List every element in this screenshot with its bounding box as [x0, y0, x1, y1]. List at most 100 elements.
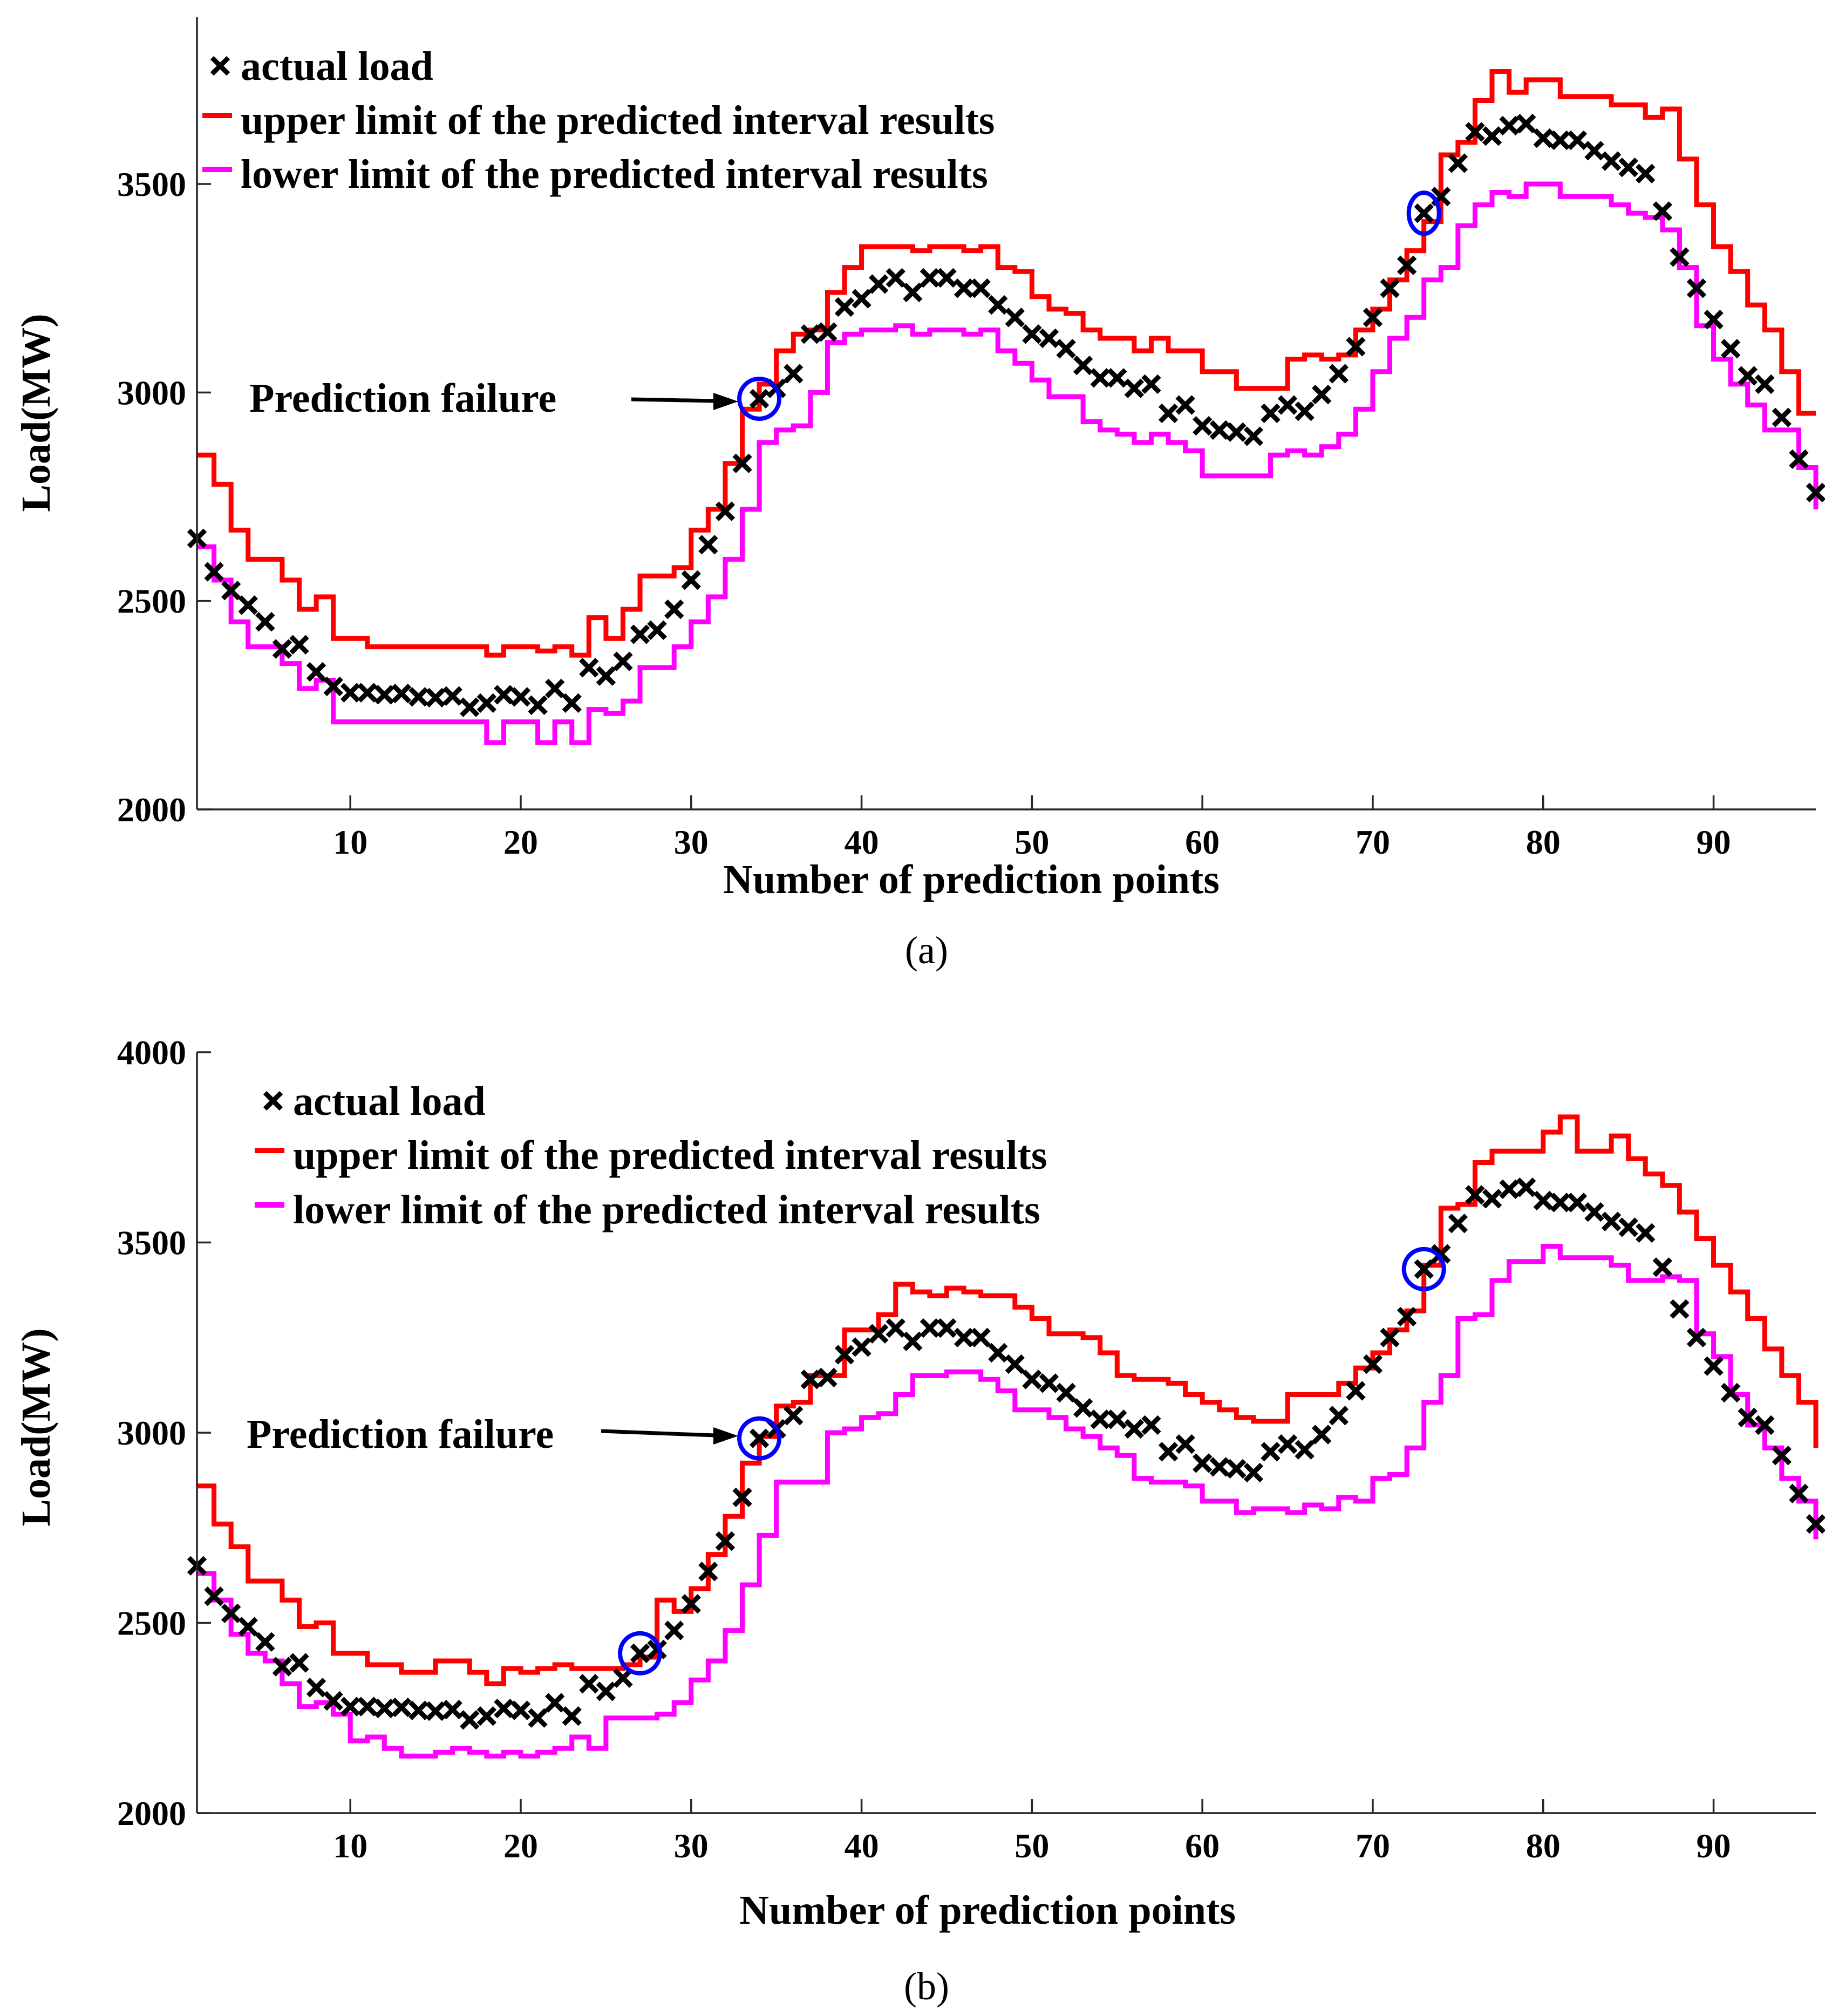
a-actual-point-11 — [357, 683, 377, 703]
a-actual-point-stroke-b — [272, 639, 292, 659]
b-actual-point-stroke-b — [681, 1594, 701, 1614]
legend-b-actual-label: actual load — [293, 1079, 486, 1124]
b-actual-point-76 — [1465, 1185, 1485, 1205]
a-actual-point-37 — [800, 324, 821, 344]
a-actual-point-15 — [425, 687, 446, 708]
a-x-tick-label-50: 50 — [1014, 823, 1049, 861]
a-actual-point-stroke-b — [681, 570, 701, 590]
a-actual-point-stroke-b — [1261, 403, 1281, 424]
a-actual-point-63 — [1243, 426, 1264, 446]
b-actual-point-stroke-b — [664, 1620, 684, 1640]
a-actual-point-36 — [784, 364, 803, 384]
a-actual-point-48 — [988, 295, 1008, 315]
a-actual-point-stroke-b — [1192, 416, 1213, 436]
a-actual-point-stroke-b — [1755, 374, 1775, 394]
a-actual-point-stroke-b — [476, 693, 497, 713]
a-actual-point-30 — [681, 570, 701, 590]
b-actual-point-66 — [1295, 1440, 1315, 1460]
a-x-tick-label-90: 90 — [1697, 823, 1731, 861]
a-actual-point-stroke-b — [289, 635, 309, 655]
legend-a-upper-label: upper limit of the predicted interval re… — [241, 98, 995, 143]
a-actual-point-stroke-b — [1277, 395, 1298, 415]
a-actual-point-28 — [647, 620, 667, 640]
a-actual-point-26 — [613, 651, 633, 671]
a-actual-point-stroke-b — [341, 683, 360, 703]
a-actual-point-stroke-b — [1670, 247, 1690, 267]
a-actual-point-stroke-b — [1107, 368, 1127, 388]
b-actual-point-stroke-b — [698, 1562, 718, 1582]
b-actual-point-stroke-b — [1312, 1425, 1332, 1445]
a-actual-point-49 — [1005, 308, 1025, 328]
a-y-tick-label-2000: 2000 — [117, 791, 186, 829]
a-actual-point-2 — [204, 562, 224, 582]
a-actual-point-stroke-b — [715, 501, 736, 521]
panel-a-y-axis-title: Load(MW) — [13, 314, 59, 512]
a-actual-point-stroke-b — [1141, 374, 1161, 394]
a-actual-point-stroke-b — [460, 697, 480, 717]
b-actual-point-65 — [1277, 1434, 1298, 1454]
a-actual-point-stroke-b — [1090, 368, 1110, 388]
a-x-tick-label-10: 10 — [333, 823, 367, 861]
b-actual-point-85 — [1618, 1217, 1638, 1237]
b-actual-point-53 — [1073, 1398, 1093, 1418]
b-actual-point-stroke-b — [1295, 1440, 1315, 1460]
a-actual-point-81 — [1550, 130, 1570, 151]
b-actual-point-13 — [391, 1697, 412, 1718]
b-actual-point-stroke-b — [1277, 1434, 1298, 1454]
b-actual-point-stroke-b — [954, 1327, 974, 1347]
b-actual-point-86 — [1636, 1223, 1656, 1243]
a-actual-point-stroke-b — [1636, 164, 1656, 183]
a-actual-point-stroke-b — [1295, 401, 1315, 421]
b-actual-point-47 — [971, 1327, 991, 1347]
b-actual-point-6 — [272, 1657, 292, 1677]
a-actual-point-60 — [1192, 416, 1213, 436]
a-actual-point-66 — [1295, 401, 1315, 421]
b-failure-circle-73 — [1401, 1247, 1446, 1291]
a-actual-point-stroke-b — [988, 295, 1008, 315]
b-actual-point-stroke-b — [221, 1603, 241, 1624]
a-actual-point-22 — [544, 678, 565, 699]
b-actual-point-34 — [749, 1428, 770, 1448]
b-actual-point-50 — [1022, 1370, 1042, 1390]
b-actual-point-stroke-b — [494, 1698, 514, 1719]
b-actual-point-stroke-b — [971, 1327, 991, 1347]
a-actual-point-14 — [408, 687, 428, 707]
b-actual-point-42 — [886, 1318, 905, 1338]
a-actual-point-42 — [886, 268, 905, 288]
a-actual-point-76 — [1465, 122, 1485, 142]
b-actual-point-stroke-b — [408, 1700, 428, 1720]
a-actual-point-92 — [1738, 366, 1758, 386]
a-actual-point-18 — [476, 693, 497, 713]
a-actual-point-77 — [1482, 126, 1502, 146]
b-actual-point-26 — [613, 1668, 633, 1688]
b-actual-point-90 — [1704, 1356, 1724, 1376]
b-actual-point-75 — [1448, 1214, 1468, 1234]
a-actual-point-46 — [954, 278, 974, 298]
b-actual-point-stroke-b — [1738, 1407, 1758, 1427]
a-actual-point-85 — [1618, 157, 1638, 178]
a-actual-point-stroke-b — [852, 289, 871, 309]
b-actual-point-stroke-b — [1056, 1382, 1076, 1403]
a-actual-point-stroke-b — [221, 581, 241, 601]
b-actual-point-80 — [1533, 1190, 1553, 1211]
b-actual-point-stroke-b — [903, 1331, 923, 1351]
b-actual-point-stroke-b — [784, 1406, 803, 1426]
a-actual-point-53 — [1073, 355, 1093, 376]
panel-b-caption: (b) — [904, 1965, 949, 2008]
a-actual-point-stroke-b — [544, 678, 565, 699]
a-actual-point-stroke-b — [818, 322, 837, 342]
b-actual-point-stroke-b — [460, 1710, 480, 1730]
b-actual-point-stroke-b — [357, 1697, 377, 1717]
a-actual-point-stroke-b — [442, 686, 462, 706]
b-actual-point-stroke-b — [749, 1428, 770, 1448]
a-actual-point-stroke-b — [1772, 407, 1792, 427]
a-actual-point-stroke-b — [1329, 364, 1349, 384]
b-actual-point-stroke-b — [1567, 1193, 1588, 1213]
a-actual-point-stroke-b — [204, 562, 224, 582]
b-actual-point-stroke-b — [1022, 1370, 1042, 1390]
b-actual-point-stroke-b — [1448, 1214, 1468, 1234]
a-actual-point-stroke-b — [596, 666, 616, 686]
a-actual-point-stroke-b — [562, 693, 582, 713]
b-actual-point-72 — [1397, 1306, 1417, 1327]
